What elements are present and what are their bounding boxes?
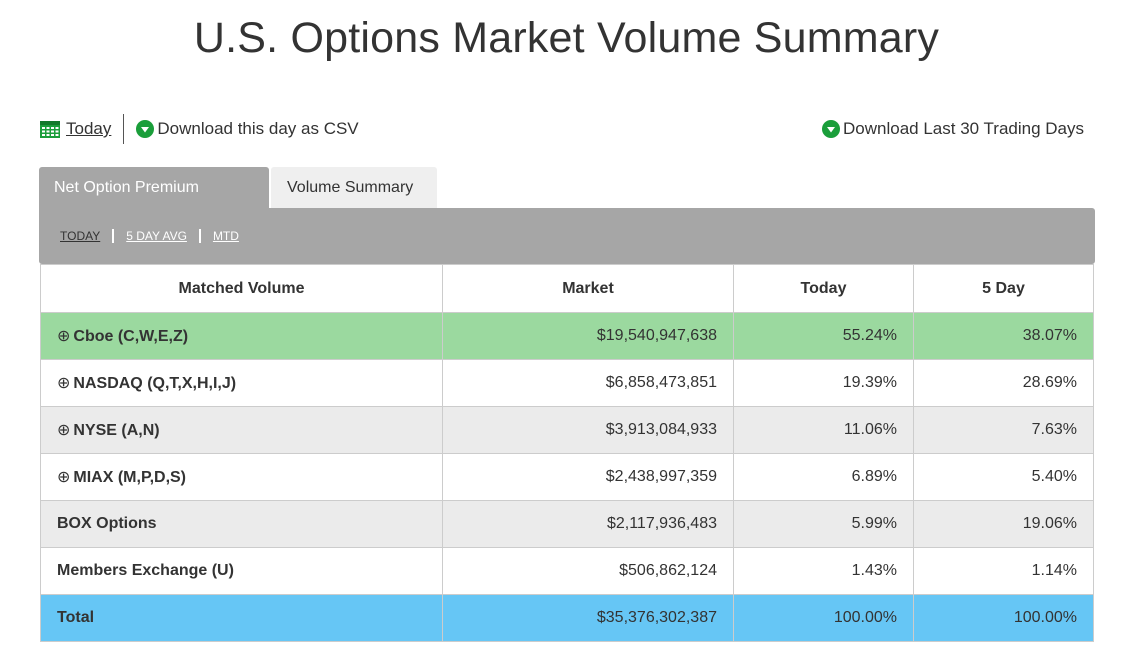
today-share-cell: 55.24%	[733, 312, 914, 360]
period-subnav: TODAY 5 DAY AVG MTD	[60, 208, 239, 264]
table-row: BOX Options $2,117,936,483 5.99% 19.06%	[40, 500, 1094, 548]
page-title: U.S. Options Market Volume Summary	[193, 14, 940, 62]
period-5-day-avg-link[interactable]: 5 DAY AVG	[126, 229, 187, 243]
table-header-row: Matched Volume Market Today 5 Day	[40, 264, 1094, 313]
exchange-name: NYSE (A,N)	[73, 422, 160, 439]
five-day-share-cell: 19.06%	[913, 500, 1094, 548]
market-value-cell: $6,858,473,851	[442, 359, 734, 407]
download-30-days-label: Download Last 30 Trading Days	[843, 119, 1084, 138]
download-30-days-link[interactable]: Download Last 30 Trading Days	[822, 119, 1084, 139]
today-share-cell: 19.39%	[733, 359, 914, 407]
five-day-share-cell: 38.07%	[913, 312, 1094, 360]
volume-table: Matched Volume Market Today 5 Day ⊕ Cboe …	[40, 264, 1094, 642]
download-icon	[822, 120, 841, 138]
exchange-name-cell: BOX Options	[40, 500, 443, 548]
exchange-name-cell[interactable]: ⊕ NASDAQ (Q,T,X,H,I,J)	[40, 359, 443, 407]
period-mtd-link[interactable]: MTD	[212, 229, 239, 243]
tab-net-option-premium-summary[interactable]: Net Option Premium Summary	[39, 167, 269, 237]
download-icon	[136, 120, 155, 138]
today-link[interactable]: Today	[66, 119, 112, 138]
expand-icon[interactable]: ⊕	[57, 375, 71, 392]
table-row[interactable]: ⊕ MIAX (M,P,D,S) $2,438,997,359 6.89% 5.4…	[40, 453, 1094, 501]
period-today-link[interactable]: TODAY	[60, 229, 101, 243]
market-value-cell: $2,117,936,483	[442, 500, 734, 548]
exchange-name: MIAX (M,P,D,S)	[73, 469, 187, 486]
column-header-today[interactable]: Today	[733, 264, 914, 313]
expand-icon[interactable]: ⊕	[57, 422, 71, 439]
total-five-day-cell: 100.00%	[913, 594, 1094, 642]
table-row: Members Exchange (U) $506,862,124 1.43% …	[40, 547, 1094, 595]
period-panel: TODAY 5 DAY AVG MTD	[39, 208, 1095, 264]
exchange-name: Cboe (C,W,E,Z)	[73, 328, 189, 345]
today-share-cell: 1.43%	[733, 547, 914, 595]
market-value-cell: $3,913,084,933	[442, 406, 734, 454]
market-value-cell: $19,540,947,638	[442, 312, 734, 360]
total-market-cell: $35,376,302,387	[442, 594, 734, 642]
market-value-cell: $2,438,997,359	[442, 453, 734, 501]
exchange-name-cell[interactable]: ⊕ NYSE (A,N)	[40, 406, 443, 454]
five-day-share-cell: 5.40%	[913, 453, 1094, 501]
tab-volume-summary[interactable]: Volume Summary	[271, 167, 437, 208]
exchange-name: NASDAQ (Q,T,X,H,I,J)	[73, 375, 237, 392]
today-share-cell: 5.99%	[733, 500, 914, 548]
toolbar: Today Download this day as CSV Download …	[40, 112, 1084, 146]
today-share-cell: 11.06%	[733, 406, 914, 454]
column-header-5-day[interactable]: 5 Day	[913, 264, 1094, 313]
five-day-share-cell: 1.14%	[913, 547, 1094, 595]
column-header-market[interactable]: Market	[442, 264, 734, 313]
table-row[interactable]: ⊕ Cboe (C,W,E,Z) $19,540,947,638 55.24% 3…	[40, 312, 1094, 360]
expand-icon[interactable]: ⊕	[57, 328, 71, 345]
total-today-cell: 100.00%	[733, 594, 914, 642]
column-header-matched-volume[interactable]: Matched Volume	[40, 264, 443, 313]
total-label-cell: Total	[40, 594, 443, 642]
subnav-divider	[112, 229, 115, 243]
table-row[interactable]: ⊕ NYSE (A,N) $3,913,084,933 11.06% 7.63%	[40, 406, 1094, 454]
exchange-name-cell[interactable]: ⊕ MIAX (M,P,D,S)	[40, 453, 443, 501]
expand-icon[interactable]: ⊕	[57, 469, 71, 486]
market-value-cell: $506,862,124	[442, 547, 734, 595]
five-day-share-cell: 28.69%	[913, 359, 1094, 407]
toolbar-left: Today Download this day as CSV	[40, 112, 359, 146]
tab-bar: Net Option Premium Summary Volume Summar…	[39, 167, 439, 237]
subnav-divider	[198, 229, 201, 243]
calendar-icon[interactable]	[40, 120, 60, 138]
exchange-name-cell: Members Exchange (U)	[40, 547, 443, 595]
toolbar-right: Download Last 30 Trading Days	[822, 112, 1084, 146]
table-row[interactable]: ⊕ NASDAQ (Q,T,X,H,I,J) $6,858,473,851 19.…	[40, 359, 1094, 407]
toolbar-divider	[123, 114, 125, 144]
total-row: Total $35,376,302,387 100.00% 100.00%	[40, 594, 1094, 642]
download-day-csv-label: Download this day as CSV	[157, 119, 359, 138]
download-day-csv-link[interactable]: Download this day as CSV	[136, 119, 359, 139]
five-day-share-cell: 7.63%	[913, 406, 1094, 454]
exchange-name-cell[interactable]: ⊕ Cboe (C,W,E,Z)	[40, 312, 443, 360]
today-share-cell: 6.89%	[733, 453, 914, 501]
